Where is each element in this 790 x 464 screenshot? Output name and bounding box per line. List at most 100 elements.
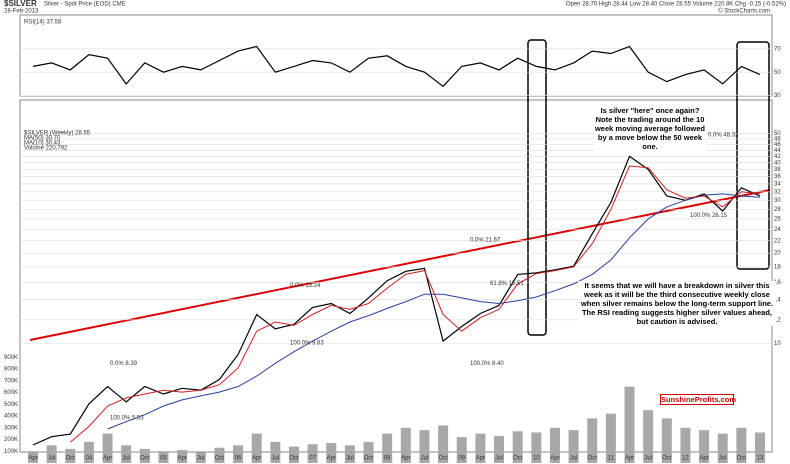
- x-tick-label: Apr: [177, 456, 186, 462]
- volume-bar: [158, 451, 169, 463]
- y-tick-label: 300K: [4, 425, 18, 431]
- x-tick-label: Apr: [699, 456, 708, 462]
- legend-entry: RSI(14) 37.58: [24, 20, 62, 26]
- date: 28-Feb-2013: [4, 9, 39, 15]
- x-tick-label: 12: [682, 456, 689, 462]
- y-tick-label: 900K: [4, 355, 18, 361]
- legend-entry: MA(10) 30.43: [24, 141, 61, 147]
- fib-label: 0.0% 48.32: [708, 133, 739, 139]
- y-tick-label: 70: [774, 46, 781, 52]
- y-tick-label: 36: [774, 174, 781, 180]
- x-tick-label: Oct: [737, 456, 747, 462]
- y-tick-label: 50: [774, 131, 781, 137]
- legend-entry: MA(50) 30.70: [24, 136, 61, 142]
- y-tick-label: 100K: [4, 449, 18, 455]
- x-tick-label: Apr: [252, 456, 261, 462]
- y-tick-label: 30: [774, 198, 781, 204]
- volume-bar: [65, 448, 76, 463]
- volume-bar: [326, 443, 337, 463]
- x-tick-label: Oct: [662, 456, 672, 462]
- x-tick-label: Jul: [719, 456, 727, 462]
- x-tick-label: Apr: [327, 456, 336, 462]
- volume-bar: [177, 450, 188, 463]
- x-tick-label: Apr: [625, 456, 634, 462]
- fib-label: 0.0% 21.67: [470, 237, 501, 243]
- y-tick-label: 700K: [4, 378, 18, 384]
- volume-bar: [717, 433, 728, 463]
- volume-bar: [755, 432, 765, 463]
- volume-bar: [494, 435, 505, 463]
- y-tick-label: 26: [774, 217, 781, 223]
- volume-bar: [307, 444, 318, 463]
- x-tick-label: Oct: [364, 456, 374, 462]
- y-tick-label: 48: [774, 136, 781, 142]
- volume-bar: [195, 452, 206, 463]
- x-tick-label: 08: [384, 456, 391, 462]
- x-tick-label: 06: [235, 456, 242, 462]
- y-tick-label: 32: [774, 189, 781, 195]
- x-tick-label: Oct: [66, 456, 76, 462]
- volume-bar: [382, 433, 393, 463]
- y-tick-label: 20: [774, 251, 781, 257]
- x-tick-label: Oct: [215, 456, 225, 462]
- x-tick-label: Apr: [550, 456, 559, 462]
- volume-bar: [363, 441, 374, 463]
- highlight-box: [527, 39, 547, 336]
- x-tick-label: 04: [86, 456, 93, 462]
- subtitle: Silver - Spot Price (EOD) CME: [44, 2, 126, 8]
- volume-bar: [680, 427, 691, 463]
- x-tick-label: Jul: [644, 456, 652, 462]
- volume-bar: [512, 431, 523, 463]
- annotation: It seems that we will have a breakdown i…: [578, 281, 776, 326]
- x-tick-label: 13: [757, 456, 764, 462]
- trend-line: [29, 189, 771, 341]
- x-tick-label: Apr: [28, 456, 37, 462]
- y-tick-label: 34: [774, 181, 781, 187]
- volume-bar: [475, 433, 486, 463]
- volume-bar: [251, 433, 262, 463]
- symbol: $SILVER: [4, 0, 37, 8]
- y-tick-label: 46: [774, 142, 781, 148]
- x-tick-label: 05: [160, 456, 167, 462]
- y-tick-label: 44: [774, 148, 781, 154]
- y-tick-label: 200K: [4, 437, 18, 443]
- series-line: [69, 165, 761, 443]
- volume-bar: [288, 446, 299, 463]
- volume-bar: [456, 437, 467, 463]
- x-tick-label: Oct: [438, 456, 448, 462]
- annotation: Is silver "here" once again? Note the tr…: [594, 106, 706, 151]
- y-tick-label: 10: [774, 341, 781, 347]
- series-line: [32, 45, 761, 88]
- x-tick-label: Apr: [103, 456, 112, 462]
- y-tick-label: 400K: [4, 414, 18, 420]
- x-tick-label: Oct: [289, 456, 299, 462]
- x-tick-label: Jul: [48, 456, 56, 462]
- volume-bar: [438, 425, 449, 463]
- x-tick-label: Oct: [513, 456, 523, 462]
- volume-bar: [83, 441, 94, 463]
- volume-bar: [549, 427, 560, 463]
- volume-bar: [643, 410, 654, 463]
- fib-label: 100.0% 9.83: [290, 340, 324, 346]
- x-tick-label: Jul: [271, 456, 279, 462]
- fib-label: 100.0% 5.53: [110, 416, 144, 422]
- x-tick-label: 07: [309, 456, 316, 462]
- volume-bar: [233, 445, 244, 463]
- y-tick-label: 14: [774, 297, 781, 303]
- y-tick-label: 12: [774, 317, 781, 323]
- legend-entry: $SILVER (Weekly) 28.55: [24, 131, 91, 137]
- quote: Open 28.70 High 28.44 Low 28.40 Close 28…: [566, 2, 786, 8]
- y-tick-label: 42: [774, 154, 781, 160]
- fib-label: 100.0% 26.15: [690, 213, 728, 219]
- y-tick-label: 24: [774, 227, 781, 233]
- x-tick-label: Jul: [197, 456, 205, 462]
- rsi-panel: [19, 14, 773, 97]
- volume-bar: [736, 427, 747, 463]
- y-tick-label: 500K: [4, 402, 18, 408]
- source: © StockCharts.com: [718, 8, 770, 15]
- fib-label: 0.0% 8.39: [110, 361, 138, 367]
- volume-bar: [699, 430, 710, 463]
- legend-entry: Volume 220,792: [24, 146, 68, 152]
- volume-bar: [28, 451, 38, 463]
- x-tick-label: Oct: [140, 456, 150, 462]
